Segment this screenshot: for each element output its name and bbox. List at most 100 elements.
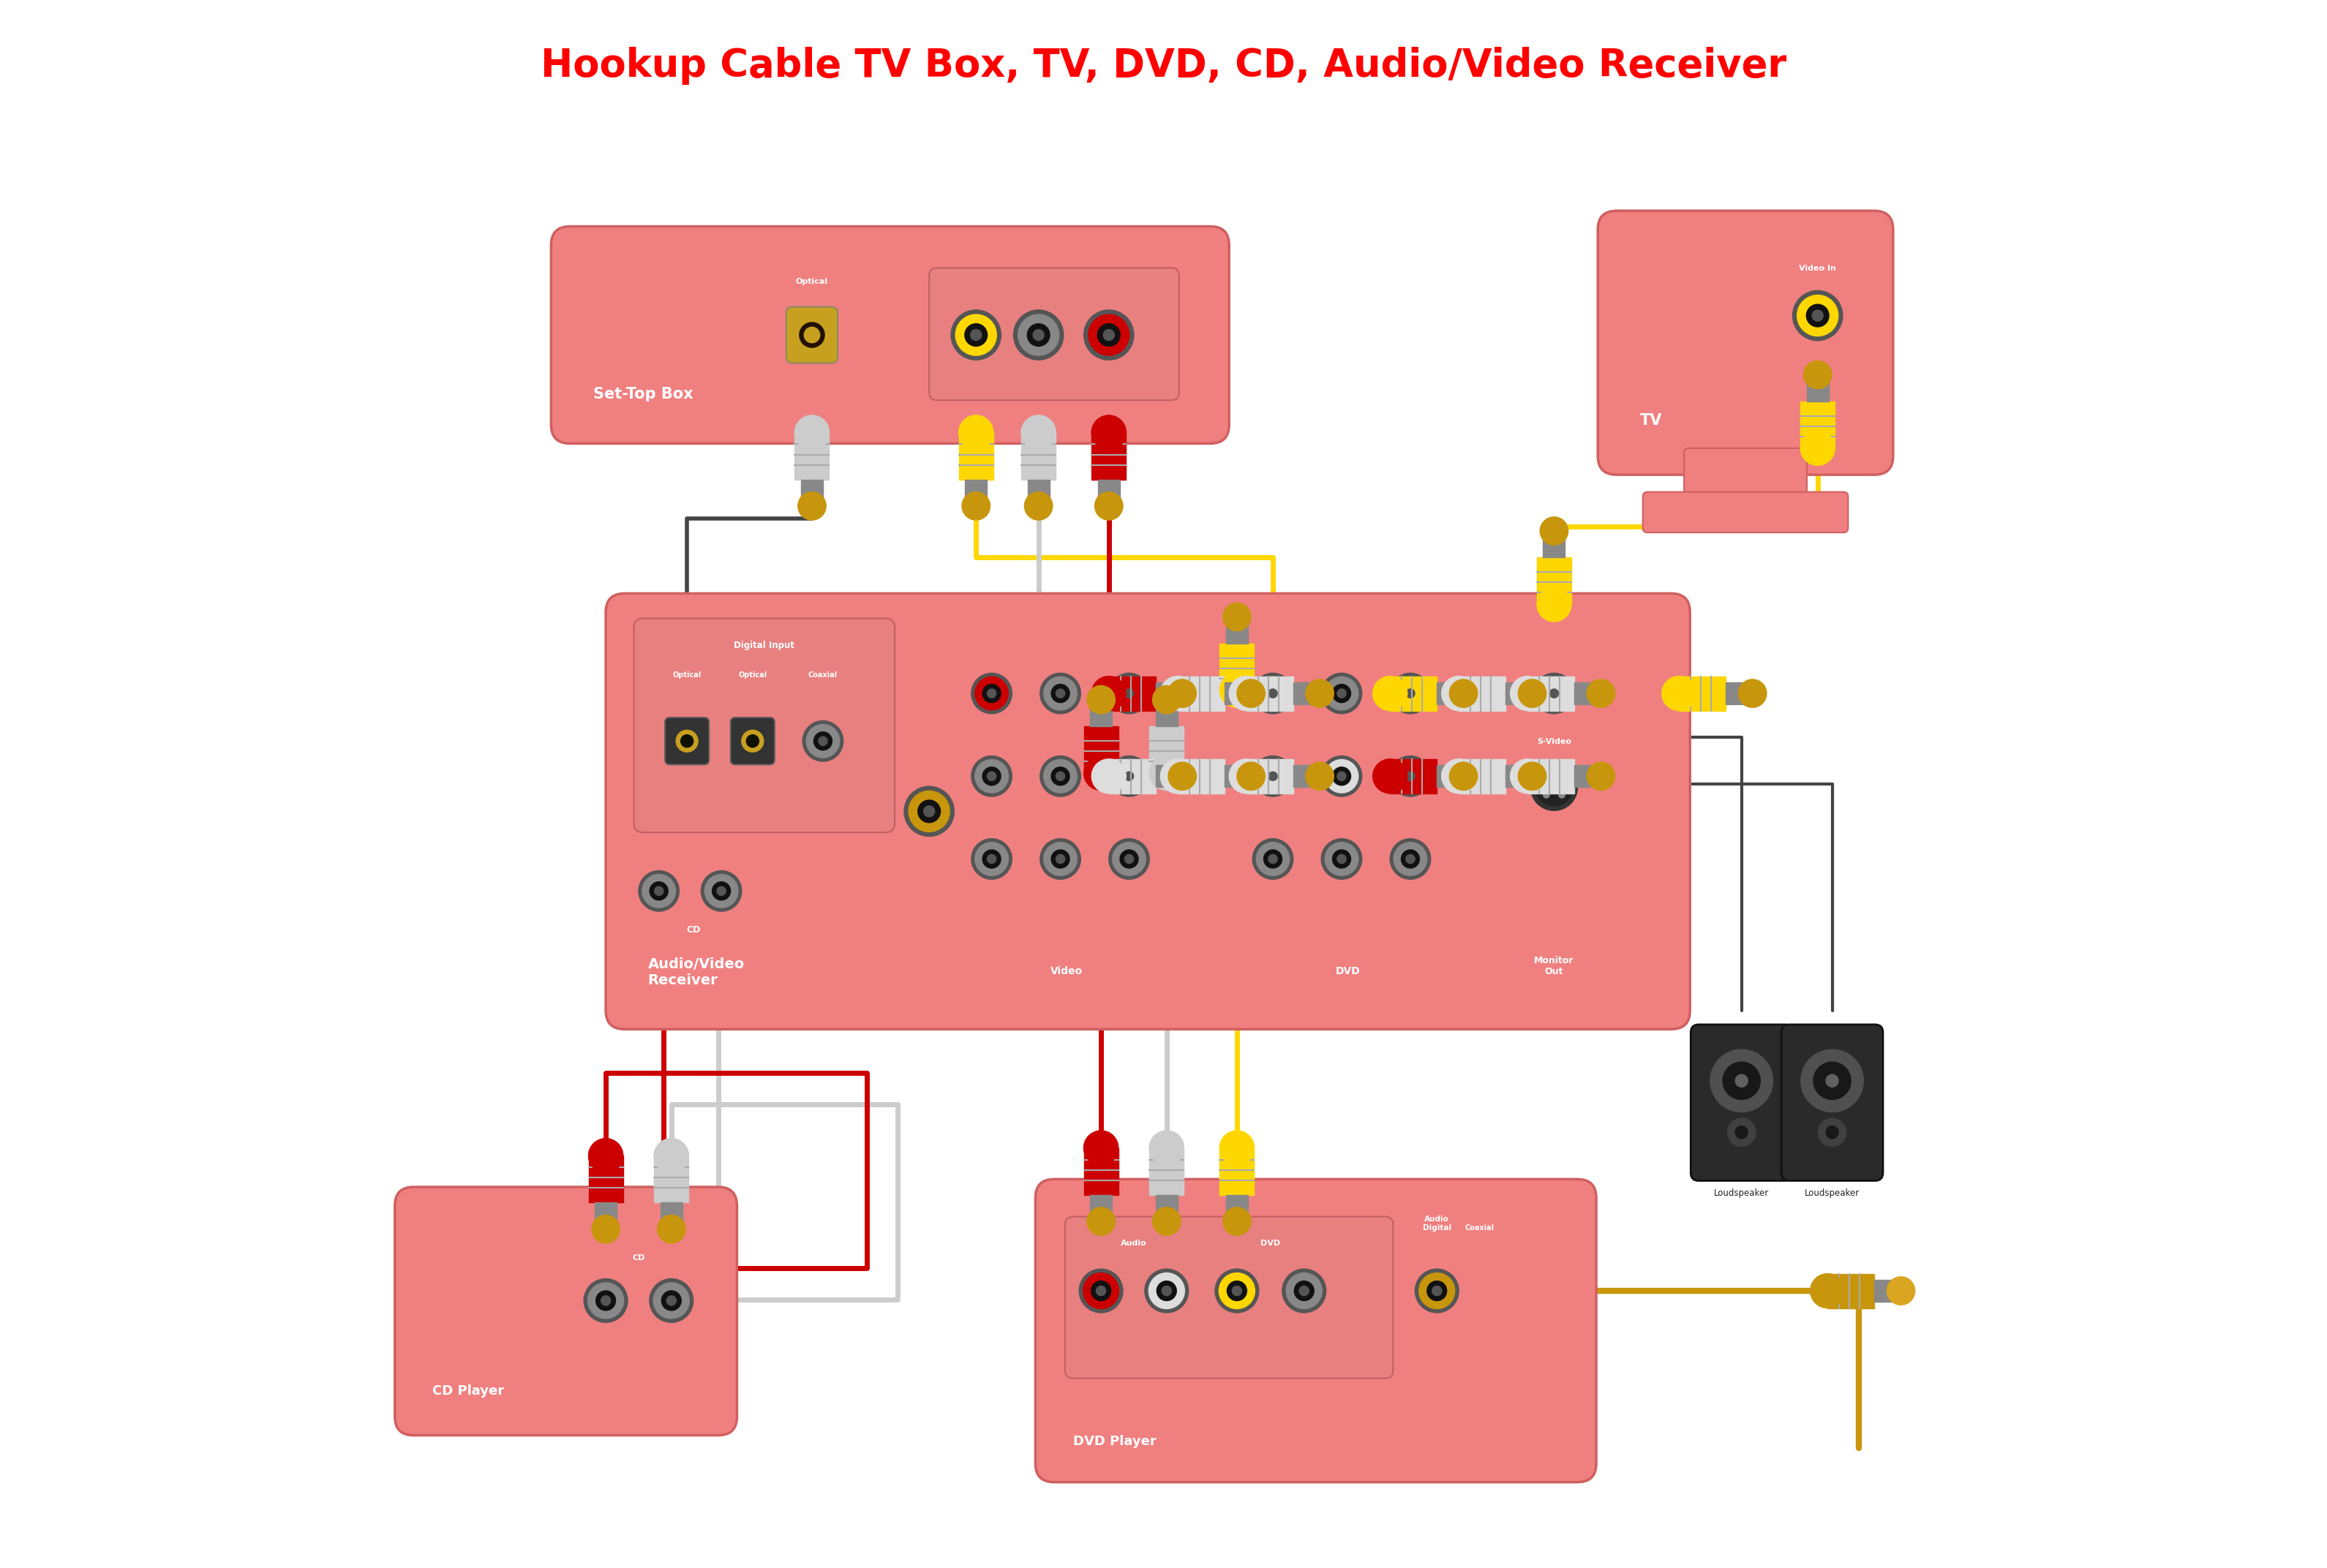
Circle shape (1022, 416, 1056, 450)
Text: Coaxial: Coaxial (1466, 1225, 1494, 1231)
Circle shape (1084, 1131, 1119, 1165)
Circle shape (1124, 688, 1133, 698)
Circle shape (1112, 842, 1145, 875)
Circle shape (1550, 688, 1559, 698)
Circle shape (1287, 1273, 1322, 1309)
Circle shape (1231, 1286, 1243, 1295)
Circle shape (589, 1138, 624, 1173)
Circle shape (1517, 762, 1545, 790)
Circle shape (966, 323, 987, 347)
Circle shape (1803, 361, 1831, 389)
Circle shape (1543, 776, 1550, 782)
Circle shape (1510, 676, 1545, 710)
Circle shape (1426, 1281, 1447, 1301)
Circle shape (1150, 1273, 1184, 1309)
Circle shape (666, 1295, 677, 1306)
Circle shape (1145, 1269, 1189, 1312)
Bar (1527, 759, 1575, 793)
Bar (1219, 643, 1254, 690)
Circle shape (1406, 688, 1415, 698)
Bar (1084, 1148, 1119, 1195)
Bar (966, 480, 987, 499)
Circle shape (1322, 756, 1361, 797)
Circle shape (1587, 679, 1615, 707)
Circle shape (1450, 762, 1478, 790)
Circle shape (1268, 688, 1278, 698)
Circle shape (1264, 850, 1282, 869)
Circle shape (677, 731, 698, 753)
Circle shape (1801, 431, 1834, 466)
Bar (1575, 682, 1594, 704)
Bar (1177, 676, 1224, 710)
Circle shape (959, 416, 994, 450)
Circle shape (649, 1279, 693, 1322)
Circle shape (1801, 1049, 1864, 1112)
Circle shape (1226, 1281, 1247, 1301)
Circle shape (1389, 839, 1431, 880)
Circle shape (1022, 416, 1056, 450)
Circle shape (1268, 771, 1278, 781)
Circle shape (1540, 517, 1568, 546)
Circle shape (982, 767, 1001, 786)
Circle shape (819, 737, 828, 745)
Circle shape (956, 315, 996, 356)
Circle shape (1813, 310, 1822, 321)
Bar (661, 1203, 682, 1221)
Text: Hookup Cable TV Box, TV, DVD, CD, Audio/Video Receiver: Hookup Cable TV Box, TV, DVD, CD, Audio/… (540, 47, 1787, 85)
Circle shape (1517, 679, 1545, 707)
Bar (1727, 682, 1745, 704)
Bar (1801, 401, 1834, 448)
Circle shape (1810, 1273, 1845, 1308)
Circle shape (1727, 1118, 1755, 1146)
Circle shape (742, 731, 763, 753)
Bar (1575, 765, 1594, 787)
Circle shape (1813, 1062, 1850, 1099)
Circle shape (1510, 759, 1545, 793)
Bar (1219, 1148, 1254, 1195)
Text: Audio
Digital: Audio Digital (1422, 1215, 1452, 1231)
Circle shape (1238, 679, 1266, 707)
Circle shape (1587, 762, 1615, 790)
Circle shape (1112, 759, 1145, 793)
Bar (1157, 682, 1175, 704)
Bar (1247, 759, 1294, 793)
Bar (1806, 383, 1829, 401)
FancyBboxPatch shape (787, 307, 838, 364)
Bar (1226, 624, 1247, 643)
Bar (1226, 1195, 1247, 1214)
Text: Audio: Audio (1122, 1240, 1147, 1247)
Bar (1459, 759, 1506, 793)
FancyBboxPatch shape (1036, 1179, 1596, 1482)
Bar (1089, 1195, 1112, 1214)
Circle shape (1168, 679, 1196, 707)
Bar (1157, 765, 1175, 787)
Circle shape (1229, 759, 1264, 793)
Circle shape (638, 870, 679, 911)
Circle shape (800, 323, 824, 348)
Circle shape (1168, 762, 1196, 790)
Circle shape (1394, 842, 1426, 875)
Circle shape (1338, 688, 1345, 698)
Circle shape (1252, 673, 1294, 713)
Circle shape (975, 842, 1008, 875)
Bar (1150, 726, 1184, 773)
Text: Audio/Video
Receiver: Audio/Video Receiver (647, 956, 745, 986)
Circle shape (805, 328, 819, 343)
Circle shape (589, 1138, 624, 1173)
Circle shape (747, 735, 759, 748)
Bar (1157, 707, 1177, 726)
Text: Loudspeaker: Loudspeaker (1806, 1189, 1859, 1198)
Circle shape (1015, 310, 1063, 361)
Circle shape (705, 875, 738, 908)
Circle shape (1305, 762, 1333, 790)
Bar (959, 433, 994, 480)
Bar (1436, 682, 1457, 704)
Circle shape (1394, 759, 1426, 793)
Circle shape (1119, 850, 1138, 869)
Circle shape (1103, 329, 1115, 340)
Circle shape (1026, 323, 1049, 347)
Bar (1294, 765, 1312, 787)
Circle shape (1052, 767, 1070, 786)
Bar (1873, 1279, 1894, 1301)
Circle shape (1806, 304, 1829, 326)
